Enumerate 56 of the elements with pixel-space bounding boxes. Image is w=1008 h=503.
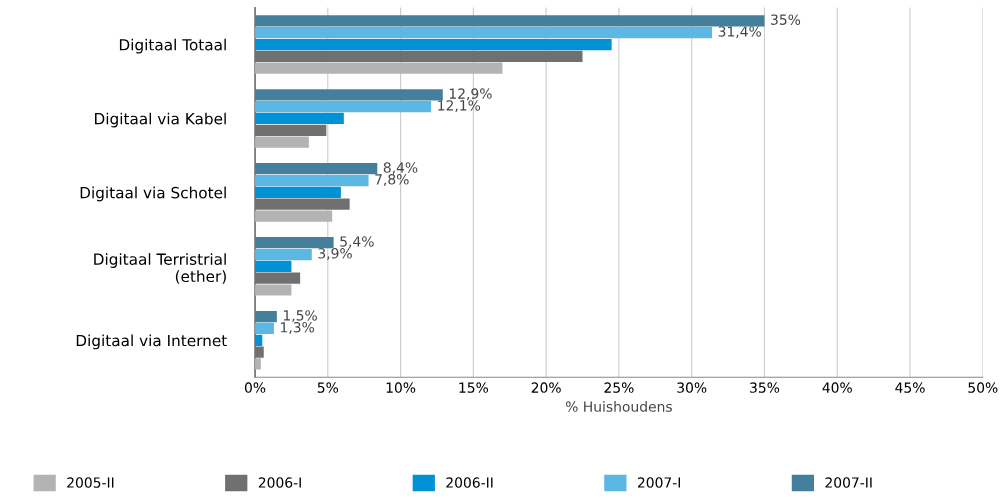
data-label: 1,3% xyxy=(281,321,315,334)
bar xyxy=(255,186,341,199)
data-label: 8,4% xyxy=(383,162,418,175)
bar xyxy=(255,112,344,125)
data-label: 12,1% xyxy=(438,100,481,113)
x-tick-label: 50% xyxy=(968,382,998,393)
bar xyxy=(255,311,277,323)
bar xyxy=(255,50,583,62)
bar xyxy=(255,124,327,136)
bar xyxy=(255,62,503,74)
bar xyxy=(255,358,261,370)
bar xyxy=(255,260,292,272)
x-tick-label: 40% xyxy=(822,382,852,393)
y-tick-label: Digitaal via Schotel xyxy=(80,186,226,202)
data-label: 12,9% xyxy=(449,88,492,101)
x-axis-title: % Huishoudens xyxy=(565,401,672,412)
x-tick-label: 35% xyxy=(750,382,780,393)
legend-label: 2007-I xyxy=(637,477,680,488)
bar xyxy=(255,15,765,27)
x-tick-label: 20% xyxy=(531,382,561,393)
bar xyxy=(255,322,274,335)
legend-label: 2006-I xyxy=(258,477,301,488)
data-label: 5,4% xyxy=(340,236,374,249)
bar xyxy=(255,27,713,39)
y-tick-label: Digitaal Totaal xyxy=(119,38,226,54)
y-tick-label: Digitaal Terristrial (ether) xyxy=(94,253,226,284)
x-tick-label: 30% xyxy=(677,382,707,393)
x-tick-label: 5% xyxy=(317,382,339,393)
x-tick-label: 45% xyxy=(895,382,925,393)
bar xyxy=(255,346,264,358)
x-tick-label: 25% xyxy=(604,382,634,393)
legend-label: 2007-II xyxy=(825,477,872,488)
bar xyxy=(255,210,333,222)
x-tick-label: 10% xyxy=(386,382,416,393)
bar xyxy=(255,163,378,175)
bar xyxy=(255,101,432,113)
bar xyxy=(255,174,369,187)
x-tick-label: 15% xyxy=(459,382,489,393)
bar xyxy=(255,89,443,101)
bar xyxy=(255,248,312,261)
y-tick-label: Digitaal via Internet xyxy=(76,334,227,350)
bar xyxy=(255,38,612,51)
bar xyxy=(255,237,334,249)
x-tick-label: 0% xyxy=(244,382,266,393)
legend-label: 2005-II xyxy=(67,477,114,488)
data-label: 1,5% xyxy=(283,310,317,323)
data-label: 7,8% xyxy=(375,174,409,187)
bar xyxy=(255,136,309,148)
bar xyxy=(255,198,350,210)
y-tick-label: Digitaal via Kabel xyxy=(95,112,226,128)
data-label: 31,4% xyxy=(718,26,761,39)
bar xyxy=(255,272,301,284)
legend-label: 2006-II xyxy=(446,477,493,488)
data-label: 3,9% xyxy=(318,248,352,260)
bar xyxy=(255,284,292,296)
data-label: 35% xyxy=(771,14,801,25)
